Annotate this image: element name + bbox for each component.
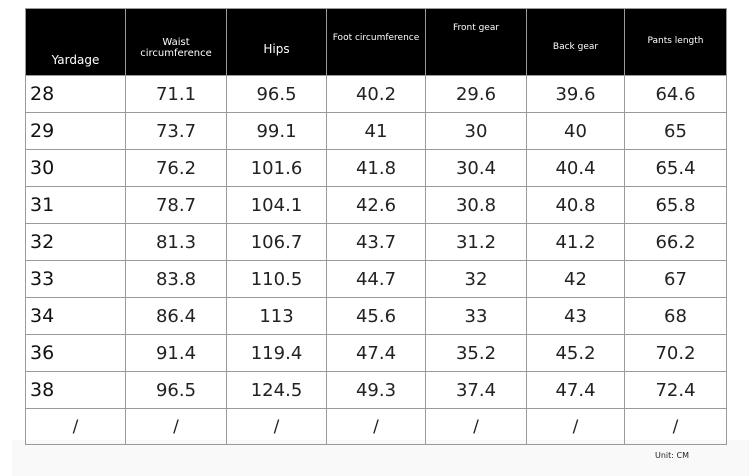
unit-label: Unit: CM — [655, 451, 690, 460]
measurement-cell: 45.2 — [526, 334, 625, 372]
table-row: 38 96.5 124.5 49.3 37.4 47.4 72.4 — [25, 371, 727, 409]
measurement-cell: 67 — [624, 260, 727, 298]
column-header: Pants length — [624, 8, 727, 76]
measurement-cell: 30 — [425, 112, 527, 150]
measurement-cell: 30.4 — [425, 149, 527, 187]
table-row: 30 76.2 101.6 41.8 30.4 40.4 65.4 — [25, 149, 727, 187]
column-header: Waist circumference — [125, 8, 227, 76]
measurement-cell: 96.5 — [125, 371, 227, 409]
measurement-cell: 45.6 — [326, 297, 426, 335]
size-cell: / — [25, 408, 126, 445]
measurement-cell: 81.3 — [125, 223, 227, 261]
column-header: Yardage — [25, 8, 126, 76]
measurement-cell: 113 — [226, 297, 327, 335]
measurement-cell: 40.2 — [326, 75, 426, 113]
measurement-cell: 68 — [624, 297, 727, 335]
measurement-cell: 47.4 — [526, 371, 625, 409]
header-row: Yardage Waist circumference Hips Foot circu… — [25, 8, 727, 76]
measurement-cell: 65.8 — [624, 186, 727, 224]
column-header: Back gear — [526, 8, 625, 76]
size-cell: 28 — [25, 75, 126, 113]
measurement-cell: 101.6 — [226, 149, 327, 187]
measurement-cell: 65.4 — [624, 149, 727, 187]
measurement-cell: 44.7 — [326, 260, 426, 298]
measurement-cell: 35.2 — [425, 334, 527, 372]
size-cell: 33 — [25, 260, 126, 298]
measurement-cell: 106.7 — [226, 223, 327, 261]
measurement-cell: 29.6 — [425, 75, 527, 113]
size-cell: 32 — [25, 223, 126, 261]
measurement-cell: 43 — [526, 297, 625, 335]
measurement-cell: 65 — [624, 112, 727, 150]
size-cell: 31 — [25, 186, 126, 224]
footer-band — [12, 440, 749, 476]
measurement-cell: 72.4 — [624, 371, 727, 409]
measurement-cell: 37.4 — [425, 371, 527, 409]
measurement-cell: 42 — [526, 260, 625, 298]
table-row: 28 71.1 96.5 40.2 29.6 39.6 64.6 — [25, 75, 727, 113]
measurement-cell: 41.8 — [326, 149, 426, 187]
measurement-cell: / — [125, 408, 227, 445]
measurement-cell: 110.5 — [226, 260, 327, 298]
measurement-cell: 42.6 — [326, 186, 426, 224]
column-header: Hips — [226, 8, 327, 76]
measurement-cell: 124.5 — [226, 371, 327, 409]
measurement-cell: 32 — [425, 260, 527, 298]
column-header: Front gear — [425, 8, 527, 76]
measurement-cell: 99.1 — [226, 112, 327, 150]
table-row: / / / / / / / — [25, 408, 727, 445]
measurement-cell: 119.4 — [226, 334, 327, 372]
measurement-cell: 41.2 — [526, 223, 625, 261]
table-row: 34 86.4 113 45.6 33 43 68 — [25, 297, 727, 335]
measurement-cell: 43.7 — [326, 223, 426, 261]
table-row: 31 78.7 104.1 42.6 30.8 40.8 65.8 — [25, 186, 727, 224]
measurement-cell: 78.7 — [125, 186, 227, 224]
measurement-cell: 66.2 — [624, 223, 727, 261]
measurement-cell: 39.6 — [526, 75, 625, 113]
measurement-cell: 30.8 — [425, 186, 527, 224]
table-row: 29 73.7 99.1 41 30 40 65 — [25, 112, 727, 150]
measurement-cell: 31.2 — [425, 223, 527, 261]
measurement-cell: / — [526, 408, 625, 445]
measurement-cell: 33 — [425, 297, 527, 335]
measurement-cell: 73.7 — [125, 112, 227, 150]
measurement-cell: / — [425, 408, 527, 445]
measurement-cell: / — [326, 408, 426, 445]
size-cell: 29 — [25, 112, 126, 150]
size-cell: 36 — [25, 334, 126, 372]
measurement-cell: 91.4 — [125, 334, 227, 372]
table-row: 32 81.3 106.7 43.7 31.2 41.2 66.2 — [25, 223, 727, 261]
size-cell: 38 — [25, 371, 126, 409]
size-cell: 30 — [25, 149, 126, 187]
measurement-cell: 104.1 — [226, 186, 327, 224]
measurement-cell: 76.2 — [125, 149, 227, 187]
measurement-cell: 64.6 — [624, 75, 727, 113]
measurement-cell: / — [624, 408, 727, 445]
measurement-cell: 70.2 — [624, 334, 727, 372]
size-cell: 34 — [25, 297, 126, 335]
table-row: 36 91.4 119.4 47.4 35.2 45.2 70.2 — [25, 334, 727, 372]
measurement-cell: 86.4 — [125, 297, 227, 335]
size-chart-table: Yardage Waist circumference Hips Foot circu… — [25, 8, 727, 445]
measurement-cell: 49.3 — [326, 371, 426, 409]
column-header: Foot circumference — [326, 8, 426, 76]
table-row: 33 83.8 110.5 44.7 32 42 67 — [25, 260, 727, 298]
measurement-cell: / — [226, 408, 327, 445]
measurement-cell: 47.4 — [326, 334, 426, 372]
measurement-cell: 71.1 — [125, 75, 227, 113]
measurement-cell: 40 — [526, 112, 625, 150]
measurement-cell: 96.5 — [226, 75, 327, 113]
measurement-cell: 40.8 — [526, 186, 625, 224]
measurement-cell: 83.8 — [125, 260, 227, 298]
measurement-cell: 40.4 — [526, 149, 625, 187]
measurement-cell: 41 — [326, 112, 426, 150]
